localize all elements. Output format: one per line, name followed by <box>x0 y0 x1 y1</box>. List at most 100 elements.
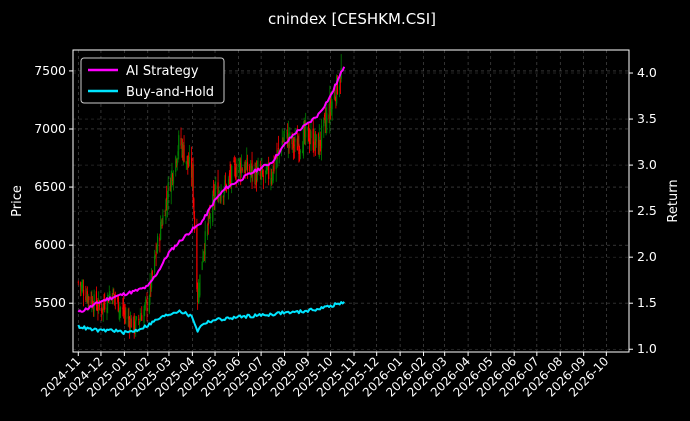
candle-body <box>161 224 163 226</box>
candle-body <box>85 295 88 300</box>
candle-body <box>271 177 273 179</box>
candle-body <box>159 237 161 241</box>
candle-body <box>314 138 317 145</box>
candle-body <box>209 216 212 218</box>
candle-body <box>153 255 156 273</box>
candle-body <box>206 225 209 237</box>
candle-body <box>98 303 101 307</box>
candle-body <box>224 184 227 185</box>
candle-body <box>215 185 217 189</box>
candle-body <box>135 319 137 333</box>
candle-body <box>305 125 307 138</box>
candle-body <box>166 201 169 205</box>
candle-body <box>209 214 211 216</box>
candle-body <box>144 304 146 310</box>
candle-body <box>86 291 88 302</box>
candle-body <box>90 296 92 305</box>
candle-body <box>122 307 124 310</box>
candle-body <box>307 126 309 132</box>
ai-strategy-line <box>77 66 346 313</box>
candle-body <box>148 298 150 313</box>
candle-body <box>235 174 237 177</box>
candle-body <box>299 151 301 153</box>
candle-body <box>185 161 187 165</box>
candle-body <box>180 137 182 146</box>
candle-body <box>140 317 142 321</box>
candle-body <box>280 149 283 152</box>
candle-body <box>128 316 130 320</box>
candle-body <box>81 284 83 289</box>
candle-body <box>95 291 98 306</box>
candle-body <box>302 150 304 154</box>
candle-body <box>252 168 254 172</box>
candle-body <box>265 170 267 173</box>
legend-label-ai-strategy: AI Strategy <box>126 64 199 79</box>
candle-body <box>187 162 190 167</box>
candle-body <box>125 317 127 319</box>
candle-body <box>207 222 209 226</box>
candle-body <box>223 191 225 198</box>
candle-body <box>283 131 286 133</box>
candle-body <box>166 197 168 200</box>
candle-body <box>261 168 263 175</box>
candle-body <box>250 164 252 169</box>
y2-tick-label: 2.5 <box>637 203 657 218</box>
candle-body <box>82 289 85 296</box>
candle-body <box>331 101 333 110</box>
candle-body <box>310 131 312 138</box>
candle-body <box>273 161 275 172</box>
candle-body <box>201 261 203 270</box>
candle-body <box>91 298 93 306</box>
candle-body <box>329 98 331 123</box>
candle-body <box>172 176 175 184</box>
candle-body <box>320 142 322 144</box>
candle-body <box>296 138 298 151</box>
candle-body <box>162 215 164 225</box>
candle-body <box>169 185 172 191</box>
candle-body <box>335 99 337 101</box>
candle-body <box>135 316 138 319</box>
candle-body <box>176 159 178 166</box>
candle-body <box>175 156 177 172</box>
candle-body <box>304 123 306 137</box>
candle-body <box>317 133 320 155</box>
candle-body <box>96 308 98 310</box>
candle-body <box>326 113 328 123</box>
candle-body <box>230 173 232 180</box>
candle-body <box>133 315 135 332</box>
candle-body <box>80 284 82 288</box>
y2-tick-label: 4.0 <box>637 65 657 80</box>
candle-body <box>101 307 103 313</box>
candle-body <box>249 166 251 172</box>
candle-body <box>146 298 148 312</box>
candle-body <box>92 308 94 310</box>
candle-body <box>77 281 79 283</box>
candle-body <box>204 231 206 255</box>
candle-body <box>134 327 136 330</box>
y2-tick-label: 1.5 <box>637 295 657 310</box>
candle-body <box>119 307 122 309</box>
candle-body <box>198 290 200 293</box>
candle-body <box>302 130 305 156</box>
candle-body <box>219 196 221 198</box>
legend: AI Strategy Buy-and-Hold <box>80 57 225 104</box>
candle-body <box>255 166 257 184</box>
candle-body <box>177 151 179 156</box>
candle-body <box>303 127 305 132</box>
candle-body <box>308 138 311 144</box>
candle-body <box>87 295 89 303</box>
candle-body <box>213 191 215 200</box>
candle-body <box>292 140 295 149</box>
candle-body <box>270 178 272 184</box>
candle-body <box>197 285 199 303</box>
candle-body <box>149 281 151 298</box>
candle-body <box>245 164 247 170</box>
candle-body <box>139 317 141 321</box>
candle-body <box>299 148 301 150</box>
candle-body <box>92 300 94 308</box>
candle-body <box>181 144 183 147</box>
candle-body <box>254 170 256 184</box>
candle-body <box>228 174 230 176</box>
y2-tick-label: 2.0 <box>637 249 657 264</box>
